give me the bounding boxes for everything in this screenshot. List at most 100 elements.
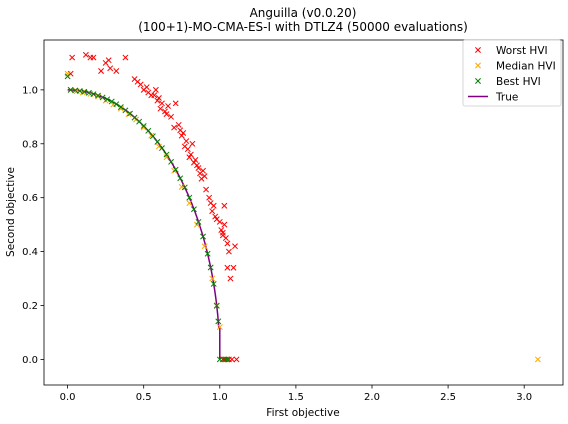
- best-hvi-point: [104, 96, 111, 103]
- best-hvi-point: [163, 151, 170, 158]
- worst-hvi-point: [209, 208, 216, 215]
- best-hvi-point: [177, 175, 184, 182]
- y-tick-label: 0.8: [22, 139, 38, 150]
- best-hvi-point: [140, 123, 147, 129]
- worst-hvi-point: [180, 130, 187, 136]
- legend: Worst HVI Median HVI Best HVI True: [462, 39, 562, 107]
- worst-hvi-point: [210, 202, 217, 209]
- worst-hvi-point: [195, 165, 202, 171]
- worst-hvi-point: [184, 146, 191, 153]
- worst-hvi-point: [165, 103, 171, 109]
- median-hvi-point: [163, 154, 170, 161]
- chart-title: Anguilla (v0.0.20): [250, 6, 357, 20]
- x-axis: 0.0 0.5 1.0 1.5 2.0 2.5 3.0: [60, 385, 532, 403]
- median-hvi-point: [534, 356, 541, 363]
- median-hvi-point: [95, 93, 101, 100]
- x-tick-label: 3.0: [516, 392, 532, 403]
- x-tick-label: 2.0: [364, 392, 380, 403]
- median-hvi-point: [209, 275, 216, 282]
- worst-hvi-point: [233, 356, 240, 363]
- legend-marker-worst-hvi: [475, 47, 481, 53]
- worst-hvi-point: [229, 356, 235, 363]
- worst-hvi-point: [187, 151, 194, 158]
- worst-hvi-point: [82, 51, 89, 58]
- x-axis-title: First objective: [266, 407, 339, 419]
- legend-label-worst-hvi: Worst HVI: [496, 45, 548, 57]
- worst-hvi-point: [219, 232, 226, 239]
- best-hvi-point: [149, 133, 156, 140]
- median-hvi-point: [148, 132, 155, 139]
- worst-hvi-point: [152, 86, 159, 93]
- legend-label-best-hvi: Best HVI: [496, 76, 541, 88]
- y-tick-label: 0.0: [22, 355, 38, 366]
- legend-label-median-hvi: Median HVI: [496, 60, 556, 72]
- y-tick-label: 1.0: [22, 85, 38, 96]
- worst-hvi-point: [224, 264, 231, 271]
- best-hvi-point: [95, 92, 101, 99]
- worst-hvi-point: [201, 173, 208, 180]
- worst-hvi-point: [69, 54, 76, 61]
- best-hvi-point: [90, 91, 97, 98]
- y-axis-title: Second objective: [5, 167, 17, 257]
- y-tick-label: 0.4: [22, 247, 38, 258]
- median-hvi-point: [155, 143, 162, 150]
- median-hvi-point: [216, 324, 223, 331]
- best-hvi-point: [172, 166, 179, 173]
- x-tick-label: 0.0: [60, 392, 76, 403]
- worst-hvi-point: [221, 202, 228, 209]
- x-tick-label: 1.0: [212, 392, 228, 403]
- worst-hvi-point: [143, 84, 150, 91]
- worst-hvi-point: [155, 94, 162, 101]
- y-axis: 0.0 0.2 0.4 0.6 0.8 1.0: [22, 85, 44, 366]
- legend-marker-median-hvi: [475, 62, 481, 69]
- best-hvi-point: [64, 73, 71, 80]
- worst-hvi-point: [230, 264, 237, 271]
- best-hvi-point: [159, 145, 165, 152]
- best-hvi-point: [76, 87, 83, 94]
- best-hvi-point: [200, 233, 207, 240]
- best-hvi-point: [85, 89, 92, 96]
- best-hvi-point: [113, 101, 120, 108]
- best-hvi-point: [210, 280, 217, 287]
- median-hvi-point: [64, 70, 71, 77]
- worst-hvi-point: [194, 162, 200, 169]
- worst-hvi-point: [218, 227, 225, 233]
- worst-hvi-point: [212, 213, 219, 220]
- best-hvi-point: [154, 138, 161, 145]
- best-hvi-point: [181, 184, 188, 191]
- worst-hvi-point: [107, 65, 114, 72]
- y-tick-label: 0.2: [22, 301, 38, 312]
- worst-hvi-point: [163, 111, 170, 118]
- best-hvi-point: [195, 218, 202, 225]
- worst-hvi-point: [203, 186, 210, 193]
- chart-subtitle: (100+1)-MO-CMA-ES-I with DTLZ4 (50000 ev…: [138, 20, 468, 34]
- worst-hvi-point: [200, 167, 207, 174]
- worst-hvi-point: [137, 81, 144, 88]
- best-hvi-point: [168, 158, 175, 165]
- worst-hvi-point: [206, 194, 213, 201]
- best-hvi-point: [224, 356, 231, 363]
- worst-hvi-point: [105, 57, 112, 64]
- best-hvi-point: [207, 264, 214, 271]
- legend-marker-best-hvi: [475, 78, 481, 84]
- legend-frame: [462, 39, 562, 107]
- median-hvi-point: [79, 89, 86, 96]
- worst-hvi-point: [232, 243, 238, 250]
- worst-hvi-point: [168, 113, 175, 120]
- worst-hvi-point: [183, 138, 190, 145]
- best-hvi-point: [99, 94, 106, 101]
- worst-hvi-point: [113, 68, 120, 74]
- best-hvi-point: [213, 302, 220, 309]
- best-hvi-point: [117, 104, 124, 111]
- x-tick-label: 2.5: [440, 392, 456, 403]
- best-hvi-point: [81, 88, 88, 95]
- worst-hvi-point: [159, 100, 165, 107]
- worst-hvi-point: [122, 54, 129, 61]
- worst-hvi-point: [90, 54, 97, 61]
- worst-hvi-point: [225, 248, 232, 255]
- worst-hvi-point: [175, 121, 182, 128]
- best-hvi-point: [215, 318, 222, 325]
- worst-hvi-point: [224, 240, 231, 247]
- best-hvi-point: [145, 127, 152, 134]
